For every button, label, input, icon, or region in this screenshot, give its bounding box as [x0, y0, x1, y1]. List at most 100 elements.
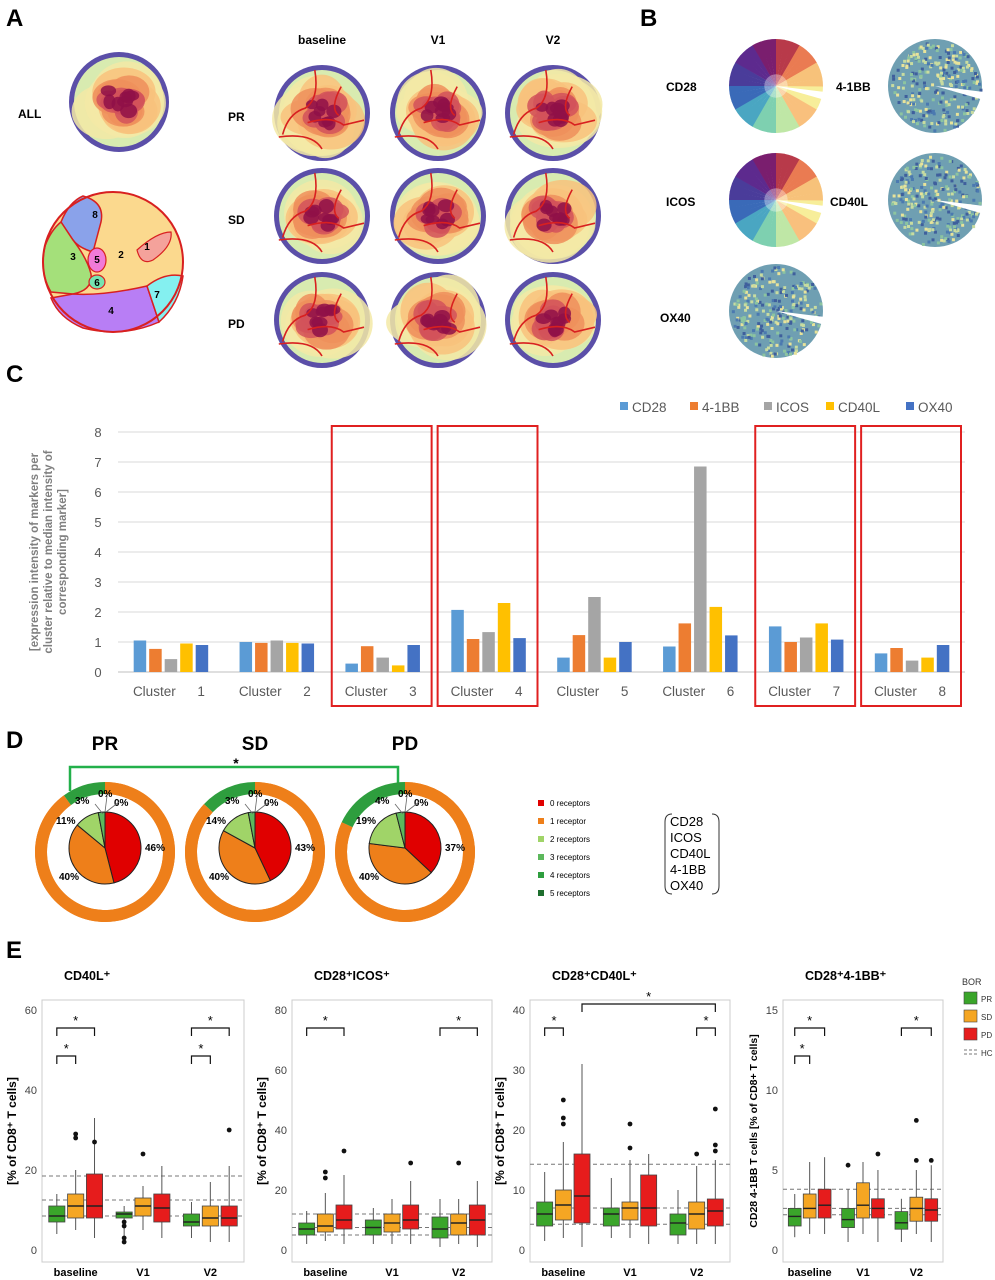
noise-dot: [769, 339, 773, 343]
wheel-sector: [776, 200, 817, 231]
noise-dot: [893, 91, 897, 95]
noise-dot: [736, 325, 740, 329]
c-bar: [180, 643, 193, 672]
e-sig-bracket: [794, 1055, 811, 1064]
noise-dot: [800, 329, 804, 333]
cluster-boundary: [538, 221, 596, 229]
noise-dot: [972, 225, 976, 229]
noise-dot: [779, 342, 783, 346]
e-sig-bracket: [56, 1055, 77, 1064]
d-pie-slice: [104, 811, 142, 884]
noise-dot: [939, 79, 943, 83]
noise-dot: [781, 268, 785, 272]
noise-dot: [957, 168, 961, 172]
e-outlier: [73, 1135, 79, 1141]
noise-dot: [777, 272, 781, 276]
noise-dot: [746, 286, 750, 290]
noise-dot: [903, 225, 907, 229]
cluster-number-6: 6: [94, 278, 100, 289]
e-box: [335, 1204, 353, 1230]
cluster-boundary: [512, 69, 548, 135]
noise-dot: [806, 303, 810, 307]
c-y-tick-label: 7: [94, 455, 101, 470]
noise-dot: [942, 77, 946, 81]
noise-dot: [920, 159, 924, 163]
wheel-sector: [752, 86, 776, 131]
noise-dot: [737, 303, 741, 307]
e-plot-1: CD40L⁺ 0 20 40 60 [% of CD8⁺ T cells] baseline…: [5, 969, 245, 1279]
noise-dot: [968, 173, 972, 177]
e-box: [909, 1196, 924, 1222]
noise-dot: [744, 308, 748, 312]
noise-dot: [756, 325, 760, 329]
noise-dot: [915, 228, 919, 232]
cluster-boundary: [538, 118, 596, 126]
noise-dot: [947, 56, 951, 60]
density-blob: [434, 104, 451, 118]
noise-dot: [940, 71, 944, 75]
noise-dot: [960, 217, 964, 221]
noise-dot: [899, 198, 903, 202]
noise-dot: [776, 308, 780, 312]
cluster-region-5: [87, 247, 107, 273]
noise-dot: [754, 284, 758, 288]
noise-dot: [770, 326, 774, 330]
c-bar: [874, 653, 888, 672]
noise-dot: [803, 290, 807, 294]
noise-dot: [948, 175, 952, 179]
wheel-sector: [776, 41, 800, 86]
noise-dot: [950, 212, 954, 216]
e-sig-bracket: [900, 1027, 932, 1036]
e-outlier: [121, 1239, 127, 1245]
noise-dot: [950, 179, 954, 183]
noise-dot: [803, 295, 807, 299]
noise-dot: [949, 199, 953, 203]
noise-dot: [907, 56, 911, 60]
noise-dot: [766, 346, 770, 350]
noise-dot: [921, 170, 925, 174]
noise-dot: [927, 192, 931, 196]
noise-dot: [955, 221, 959, 225]
density-blob: [535, 102, 549, 112]
wheel-sector: [731, 200, 776, 224]
noise-dot: [928, 196, 932, 200]
noise-dot: [966, 112, 970, 116]
noise-dot: [754, 342, 758, 346]
noise-dot: [962, 70, 966, 74]
noise-dot: [962, 215, 966, 219]
noise-dot: [953, 97, 957, 101]
noise-dot: [924, 177, 928, 181]
c-bar: [482, 632, 495, 672]
noise-dot: [947, 58, 951, 62]
wheel-sector: [776, 86, 793, 133]
wheel-sector: [776, 86, 807, 127]
noise-dot: [792, 272, 796, 276]
noise-dot: [917, 204, 921, 208]
noise-dot: [777, 299, 781, 303]
cluster-boundary: [538, 325, 596, 333]
noise-dot: [933, 230, 937, 234]
noise-dot: [923, 124, 927, 128]
noise-dot: [784, 352, 788, 356]
col-label-v2: V2: [546, 33, 561, 47]
e-box: [817, 1188, 832, 1219]
noise-dot: [929, 220, 933, 224]
noise-dot: [938, 205, 942, 209]
noise-dot: [899, 112, 903, 116]
e-outlier: [712, 1106, 718, 1112]
c-bar: [376, 657, 389, 672]
noise-dot: [755, 281, 759, 285]
e-outlier: [560, 1121, 566, 1127]
panel-b-marker-maps: CD28 4-1BB ICOS CD40L OX40: [660, 39, 984, 358]
noise-dot: [933, 197, 937, 201]
cluster-boundary: [509, 135, 554, 150]
noise-dot: [768, 277, 772, 281]
cluster-boundary: [509, 238, 554, 253]
d-significance-bracket: [68, 765, 400, 791]
wheel-sector: [776, 86, 817, 117]
c-bar: [815, 623, 828, 672]
noise-dot: [940, 238, 944, 242]
noise-dot: [956, 219, 960, 223]
noise-dot: [942, 205, 946, 209]
noise-dot: [961, 105, 965, 109]
